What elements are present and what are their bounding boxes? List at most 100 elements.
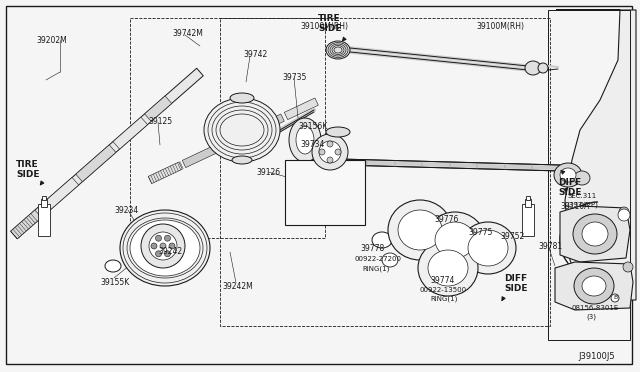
Bar bbox=[130, 18, 325, 238]
Ellipse shape bbox=[204, 98, 280, 162]
Ellipse shape bbox=[573, 214, 617, 254]
Bar bbox=[525, 199, 531, 207]
Polygon shape bbox=[216, 130, 250, 152]
Circle shape bbox=[169, 243, 175, 249]
Text: 39125: 39125 bbox=[148, 117, 172, 126]
Bar bbox=[522, 204, 534, 236]
Text: 39110A: 39110A bbox=[560, 202, 589, 211]
Bar bbox=[42, 196, 46, 200]
Text: 39202M: 39202M bbox=[36, 36, 67, 45]
Text: TIRE: TIRE bbox=[16, 160, 38, 169]
Ellipse shape bbox=[435, 222, 475, 258]
Ellipse shape bbox=[326, 41, 350, 59]
Text: SIDE: SIDE bbox=[318, 24, 342, 33]
Polygon shape bbox=[148, 162, 182, 184]
Text: 39100M(RH): 39100M(RH) bbox=[300, 22, 348, 31]
Circle shape bbox=[164, 251, 170, 257]
Polygon shape bbox=[555, 262, 633, 310]
Text: 39156K: 39156K bbox=[298, 122, 327, 131]
Ellipse shape bbox=[582, 222, 608, 246]
Circle shape bbox=[319, 149, 325, 155]
Polygon shape bbox=[284, 98, 318, 120]
Circle shape bbox=[327, 141, 333, 147]
Polygon shape bbox=[340, 159, 560, 171]
Ellipse shape bbox=[372, 232, 392, 248]
Ellipse shape bbox=[105, 260, 121, 272]
Ellipse shape bbox=[582, 276, 606, 296]
Circle shape bbox=[156, 251, 161, 257]
Text: TIRE: TIRE bbox=[318, 14, 340, 23]
Text: 39776: 39776 bbox=[434, 215, 458, 224]
Ellipse shape bbox=[130, 220, 200, 276]
Text: 39242M: 39242M bbox=[222, 282, 253, 291]
Text: 39234: 39234 bbox=[114, 206, 138, 215]
Text: (39342P): (39342P) bbox=[566, 201, 598, 208]
Polygon shape bbox=[76, 145, 116, 182]
Ellipse shape bbox=[230, 93, 254, 103]
Text: 39735: 39735 bbox=[282, 73, 307, 82]
Text: (3): (3) bbox=[586, 314, 596, 321]
Circle shape bbox=[618, 209, 630, 221]
Text: 08156-8301E: 08156-8301E bbox=[572, 305, 620, 311]
Text: DIFF: DIFF bbox=[558, 178, 581, 187]
Ellipse shape bbox=[460, 222, 516, 274]
Ellipse shape bbox=[525, 61, 541, 75]
Polygon shape bbox=[145, 96, 172, 121]
Text: 39155K: 39155K bbox=[100, 278, 129, 287]
Ellipse shape bbox=[141, 224, 185, 268]
Ellipse shape bbox=[398, 210, 442, 250]
Circle shape bbox=[327, 157, 333, 163]
Ellipse shape bbox=[554, 163, 582, 187]
Text: RING(1): RING(1) bbox=[430, 296, 458, 302]
Polygon shape bbox=[11, 210, 42, 239]
Text: SIDE: SIDE bbox=[558, 188, 582, 197]
Ellipse shape bbox=[538, 63, 548, 73]
Text: DIFF: DIFF bbox=[504, 274, 527, 283]
Polygon shape bbox=[556, 10, 636, 300]
Circle shape bbox=[151, 243, 157, 249]
Circle shape bbox=[619, 207, 629, 217]
Ellipse shape bbox=[149, 232, 177, 260]
Ellipse shape bbox=[232, 156, 252, 164]
Text: 39775: 39775 bbox=[468, 228, 492, 237]
Text: 39100M(RH): 39100M(RH) bbox=[476, 22, 524, 31]
Ellipse shape bbox=[382, 253, 398, 267]
Text: RING(1): RING(1) bbox=[362, 265, 389, 272]
Text: 00922-13500: 00922-13500 bbox=[420, 287, 467, 293]
Ellipse shape bbox=[560, 168, 576, 182]
Polygon shape bbox=[560, 206, 630, 262]
Ellipse shape bbox=[425, 212, 485, 268]
Text: 39781: 39781 bbox=[538, 242, 562, 251]
Ellipse shape bbox=[388, 200, 452, 260]
Ellipse shape bbox=[326, 127, 350, 137]
Ellipse shape bbox=[418, 240, 478, 296]
Circle shape bbox=[319, 141, 341, 163]
Text: J39100J5: J39100J5 bbox=[578, 352, 614, 361]
Circle shape bbox=[623, 262, 633, 272]
Polygon shape bbox=[38, 177, 79, 214]
Circle shape bbox=[156, 235, 161, 241]
Ellipse shape bbox=[574, 268, 614, 304]
Ellipse shape bbox=[468, 230, 508, 266]
Circle shape bbox=[611, 294, 619, 302]
Ellipse shape bbox=[428, 250, 468, 286]
Ellipse shape bbox=[296, 126, 314, 154]
Polygon shape bbox=[113, 117, 147, 149]
Text: B: B bbox=[613, 295, 617, 300]
Text: 39734: 39734 bbox=[300, 140, 324, 149]
Text: 39774: 39774 bbox=[430, 276, 454, 285]
Bar bbox=[220, 18, 550, 326]
Circle shape bbox=[160, 243, 166, 249]
Text: 39242: 39242 bbox=[158, 247, 182, 256]
Circle shape bbox=[164, 235, 170, 241]
Polygon shape bbox=[182, 146, 216, 168]
Text: SIDE: SIDE bbox=[504, 284, 527, 293]
Ellipse shape bbox=[289, 118, 321, 162]
Bar bbox=[548, 10, 630, 340]
Text: 39126: 39126 bbox=[256, 168, 280, 177]
Bar bbox=[285, 160, 365, 225]
Circle shape bbox=[312, 134, 348, 170]
Ellipse shape bbox=[574, 171, 590, 185]
Ellipse shape bbox=[120, 210, 210, 286]
Text: 00922-27200: 00922-27200 bbox=[355, 256, 402, 262]
